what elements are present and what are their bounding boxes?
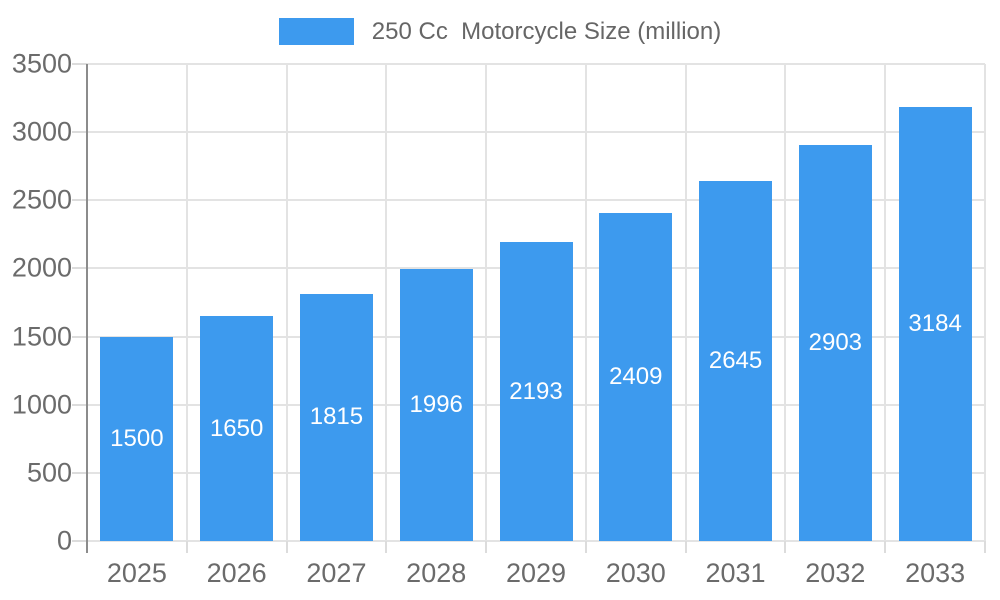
plot-area: 1500 1650 1815 1996 2193 2409 2645 2903 3184 [72,63,986,553]
x-axis-tick [584,541,587,553]
gridline-horizontal [87,199,985,202]
y-axis-labels: 0 500 1000 1500 2000 2500 3000 3500 [0,49,72,556]
x-axis-tick [684,541,687,553]
y-axis-label: 500 [26,457,72,488]
x-axis-label: 2032 [805,558,866,588]
gridline-vertical [485,64,488,541]
y-axis-tick [72,63,87,65]
bar-value-label: 3184 [908,310,962,338]
gridline-horizontal [87,540,985,542]
x-axis-tick [784,541,787,553]
bar: 1500 [100,336,174,541]
bar: 3184 [898,107,972,541]
gridline-vertical [584,64,587,541]
bar-value-label: 1815 [309,403,364,431]
x-axis-tick [285,541,288,553]
y-axis-label: 2000 [11,252,72,283]
gridline-vertical [385,64,388,541]
legend-swatch [278,18,354,45]
y-axis-label: 0 [56,525,72,556]
gridline-vertical [984,64,986,541]
gridline-horizontal [87,131,985,134]
x-axis-label: 2028 [406,558,467,588]
x-axis-label: 2030 [605,558,666,588]
x-axis-label: 2027 [306,558,367,588]
y-axis-tick [72,540,87,542]
bar-value-label: 2193 [509,377,563,405]
x-axis-label: 2033 [905,558,966,588]
y-axis-label: 3500 [11,48,72,79]
x-axis-label: 2025 [106,558,167,588]
x-axis-label: 2029 [505,558,567,588]
y-axis-tick [72,131,87,134]
bar-value-label: 2409 [609,362,663,390]
bar-value-label: 1500 [110,424,164,452]
bar: 1996 [399,268,473,541]
y-axis-tick [72,199,87,202]
bar: 2193 [499,242,573,541]
x-axis-tick [884,541,887,553]
bar: 1815 [299,293,373,541]
legend: 250 Cc Motorcycle Size (million) [0,18,1000,45]
bar: 2645 [699,180,773,541]
gridline-vertical [285,64,288,541]
gridline-vertical [684,64,687,541]
x-axis-labels: 2025 2026 2027 2028 2029 2030 2031 2032 2033 [87,558,985,592]
y-axis-label: 1500 [11,321,72,352]
x-axis-tick [984,541,986,553]
bar-value-label: 2645 [708,346,763,374]
gridline-horizontal [87,63,985,65]
gridline-vertical [884,64,887,541]
x-axis-tick [485,541,488,553]
bar-value-label: 2903 [808,329,863,357]
bar: 2903 [798,145,872,541]
bar-value-label: 1650 [209,414,264,442]
y-axis-tick [72,471,87,474]
x-axis-tick [185,541,188,553]
y-axis-label: 2500 [11,184,72,215]
y-axis-label: 3000 [11,116,72,147]
bar-value-label: 1996 [409,390,463,418]
y-axis-tick [72,267,87,270]
legend-label: 250 Cc Motorcycle Size (million) [371,18,722,45]
bar: 1650 [200,316,274,541]
x-axis-label: 2026 [206,558,267,588]
bar: 2409 [599,212,673,541]
x-axis-tick [385,541,388,553]
gridline-vertical [185,64,188,541]
y-axis-label: 1000 [11,389,72,420]
y-axis-tick [72,335,87,338]
y-axis-tick [72,403,87,406]
y-axis-line [86,64,88,553]
gridline-vertical [784,64,787,541]
x-axis-label: 2031 [705,558,766,588]
